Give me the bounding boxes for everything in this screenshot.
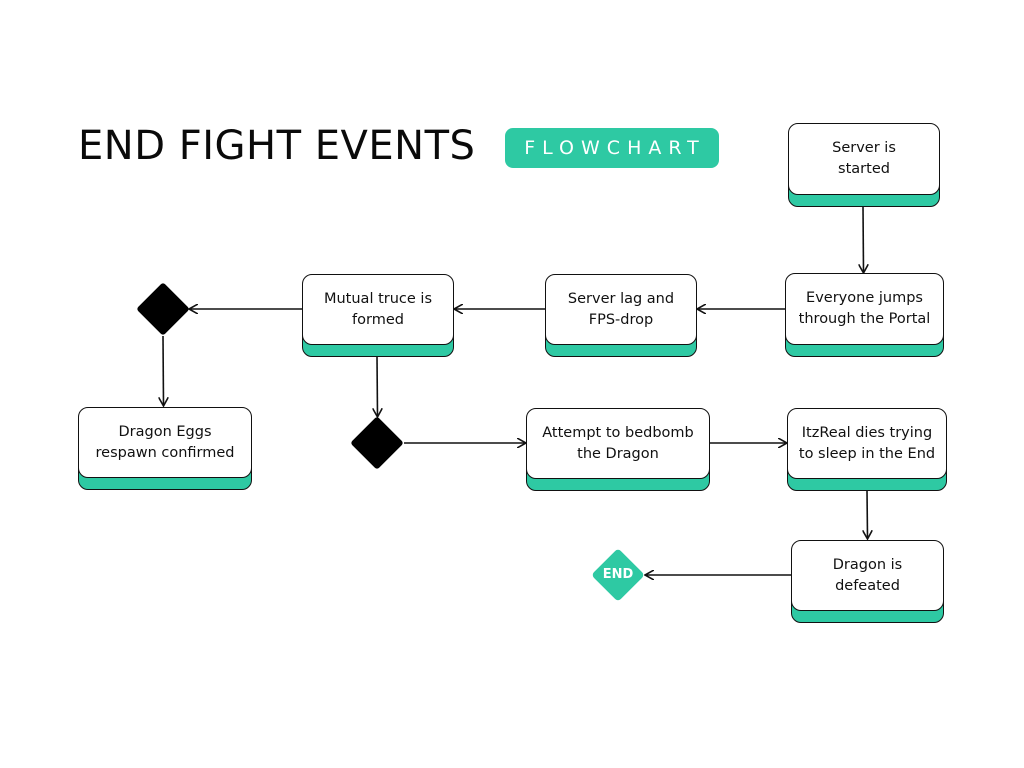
node-server-lag: Server lag and FPS-drop: [545, 274, 697, 345]
node-itzreal-dies-label: ItzReal dies trying to sleep in the End: [798, 424, 936, 462]
node-everyone-jumps: Everyone jumps through the Portal: [785, 273, 944, 345]
node-mutual-truce-label: Mutual truce is formed: [323, 290, 433, 328]
edge-left-decision-to-eggs: [163, 335, 164, 405]
page-title: END FIGHT EVENTS: [78, 123, 476, 169]
edge-truce-to-center-decision: [377, 355, 378, 416]
flowchart-badge: FLOWCHART: [505, 128, 719, 168]
node-mutual-truce: Mutual truce is formed: [302, 274, 454, 345]
edge-dies-to-defeated: [867, 489, 868, 538]
end-terminal-label: END: [602, 567, 634, 582]
node-everyone-jumps-label: Everyone jumps through the Portal: [798, 290, 931, 327]
node-dragon-defeated: Dragon is defeated: [791, 540, 944, 611]
edge-start-to-jump: [863, 205, 864, 272]
node-attempt-bedbomb: Attempt to bedbomb the Dragon: [526, 408, 710, 479]
node-itzreal-dies: ItzReal dies trying to sleep in the End: [787, 408, 947, 479]
node-dragon-defeated-label: Dragon is defeated: [832, 556, 903, 594]
node-server-lag-label: Server lag and FPS-drop: [567, 290, 675, 328]
node-dragon-eggs: Dragon Eggs respawn confirmed: [78, 407, 252, 478]
node-attempt-bedbomb-label: Attempt to bedbomb the Dragon: [542, 424, 694, 462]
node-dragon-eggs-label: Dragon Eggs respawn confirmed: [95, 423, 235, 461]
node-server-started-label: Server is started: [832, 140, 896, 177]
node-server-started: Server is started: [788, 123, 940, 195]
